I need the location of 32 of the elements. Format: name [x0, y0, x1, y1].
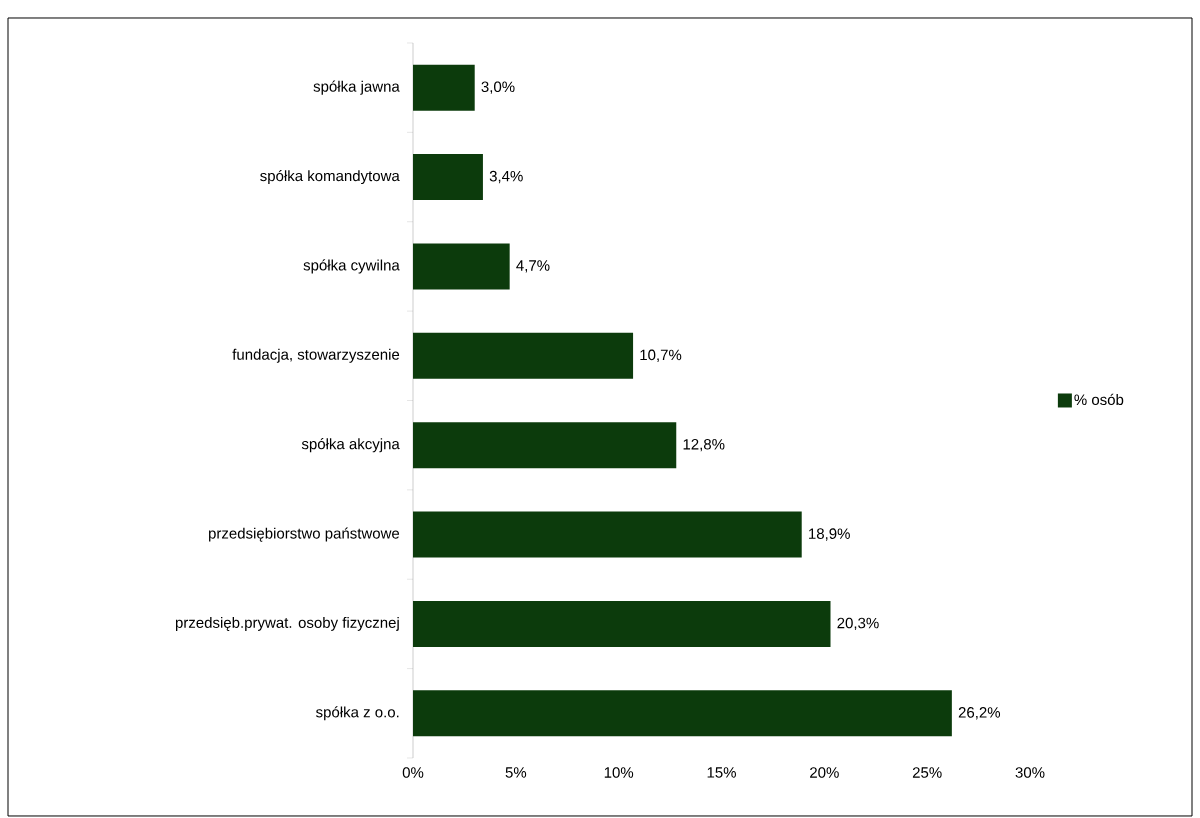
bar [413, 154, 483, 201]
y-tick-label: przedsięb.prywat. osoby fizycznej [175, 616, 399, 631]
y-tick-label: spółka komandytowa [260, 169, 400, 185]
x-tick-label: 15% [707, 767, 736, 778]
data-label: 4,7% [516, 260, 550, 273]
data-label: 20,3% [837, 617, 879, 631]
bar [413, 64, 475, 111]
legend-label: % osób [1074, 393, 1124, 406]
x-tick-label: 20% [810, 767, 839, 778]
data-label: 12,8% [683, 438, 725, 452]
bar [413, 332, 634, 379]
bar [413, 243, 510, 290]
data-label: 10,7% [640, 349, 682, 362]
x-tick-label: 5% [505, 767, 527, 778]
bar [413, 690, 952, 737]
bar [413, 511, 802, 558]
data-label: 3,4% [489, 170, 523, 184]
x-tick-label: 10% [604, 767, 634, 778]
bar [413, 422, 677, 469]
data-label: 26,2% [958, 707, 1001, 720]
y-tick-label: fundacja, stowarzyszenie [232, 348, 400, 363]
x-tick-label: 30% [1015, 767, 1045, 778]
y-tick-label: spółka cywilna [303, 259, 400, 274]
y-tick-label: spółka akcyjna [301, 438, 400, 453]
bar [413, 600, 831, 647]
x-tick-label: 0% [402, 767, 424, 778]
x-tick-label: 25% [912, 767, 942, 778]
y-tick-label: przedsiębiorstwo państwowe [209, 527, 400, 542]
data-label: 3,0% [481, 81, 515, 94]
y-tick-label: spółka z o.o. [316, 706, 399, 721]
y-tick-label: spółka jawna [313, 80, 400, 95]
data-label: 18,9% [809, 528, 850, 541]
